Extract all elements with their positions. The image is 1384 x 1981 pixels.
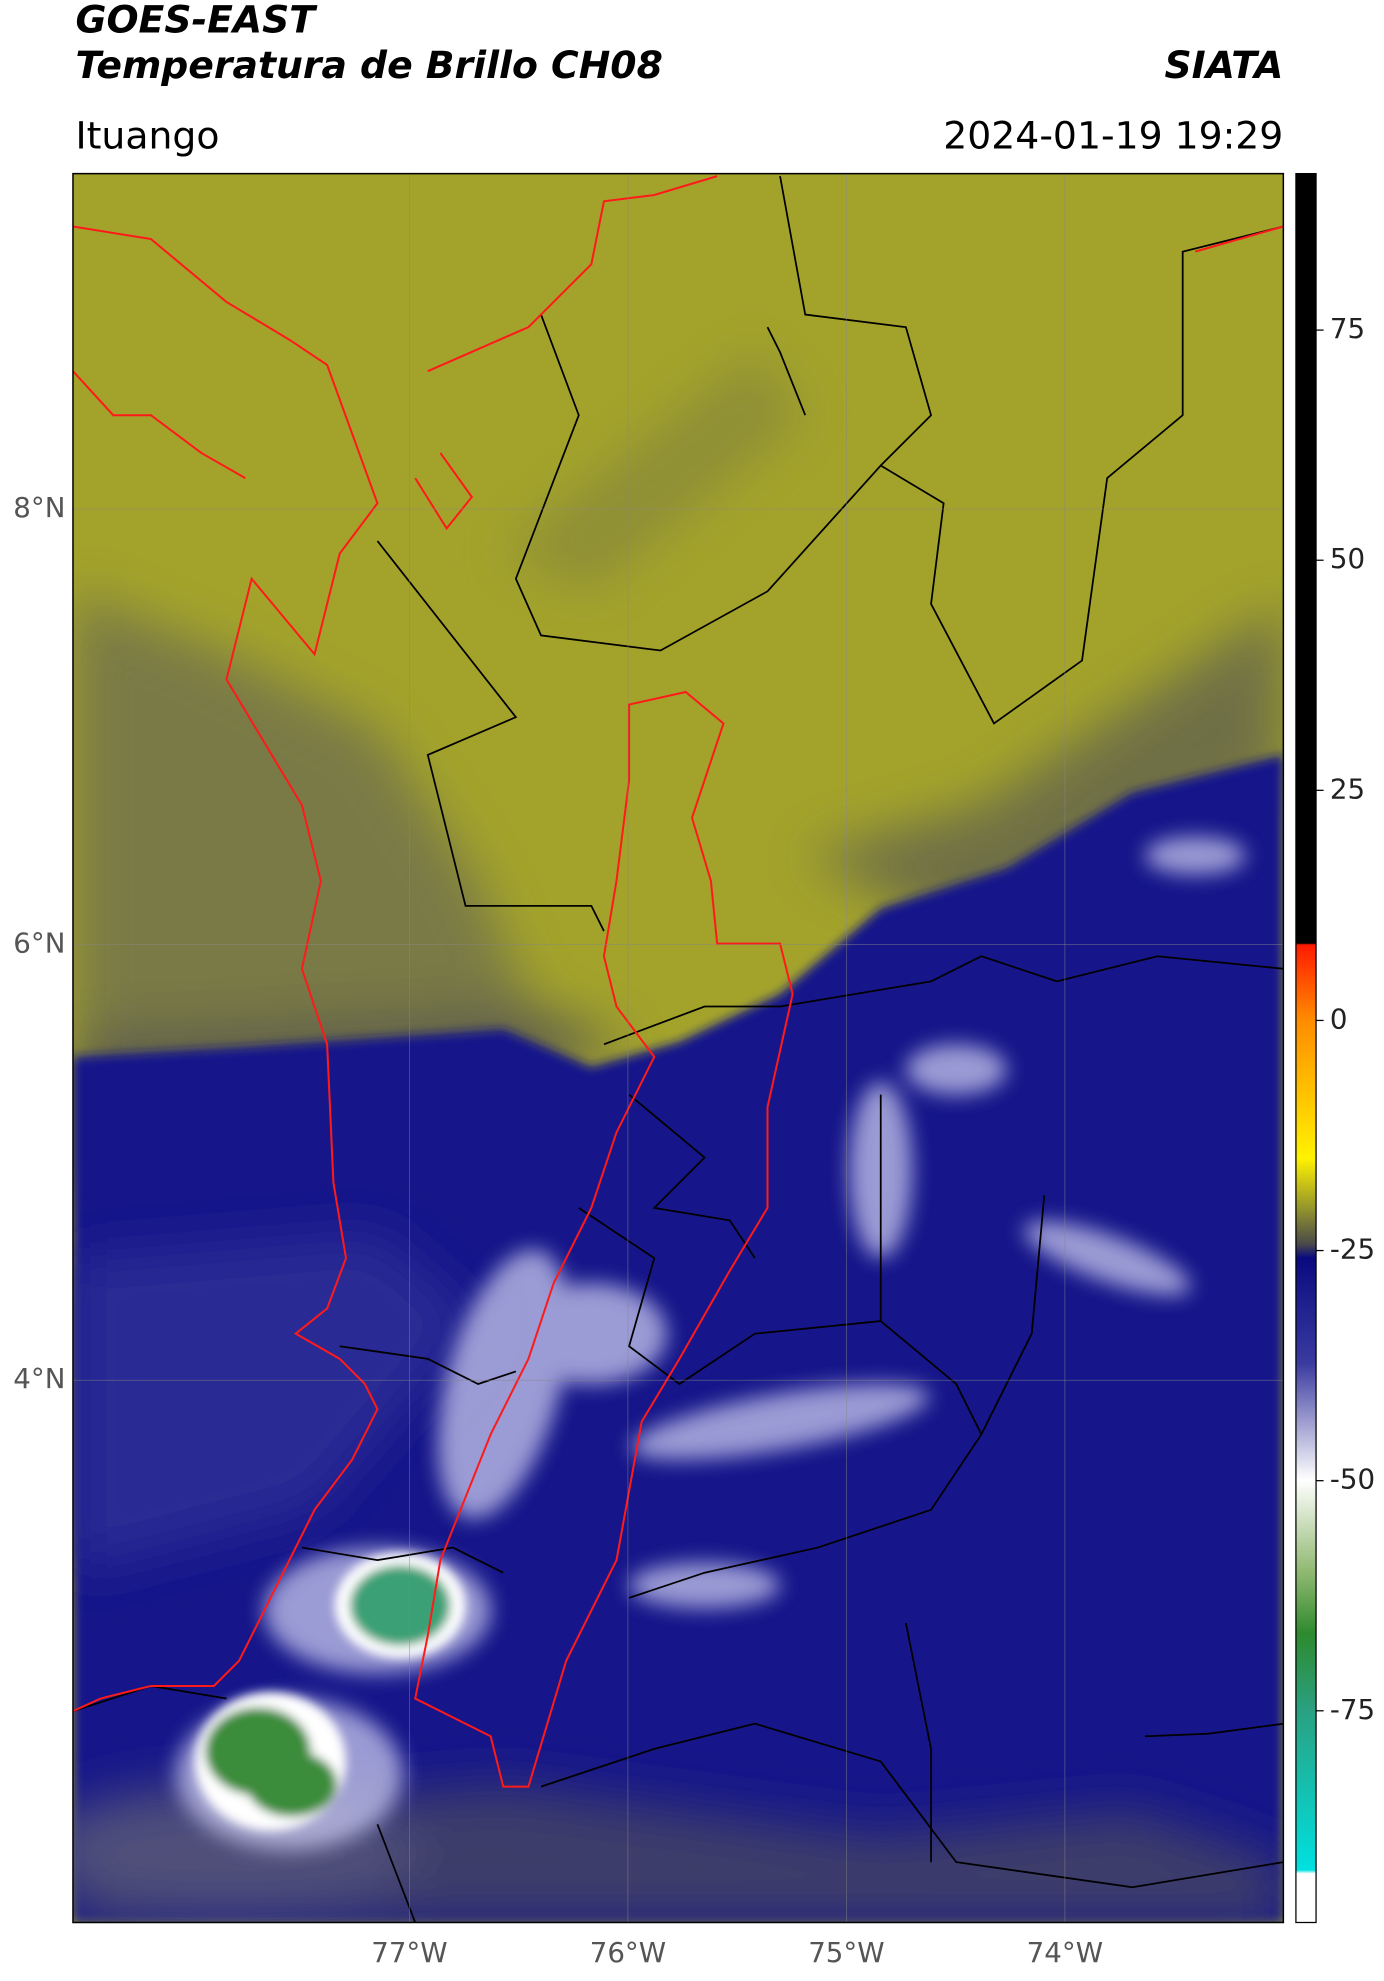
lon-tick-label: 74°W — [1027, 1936, 1103, 1969]
lon-tick-label: 75°W — [808, 1936, 884, 1969]
colorbar — [1295, 172, 1317, 1924]
colorbar-tick-label: 25 — [1330, 772, 1365, 805]
lon-tick-label: 76°W — [590, 1936, 666, 1969]
datetime: 2024-01-19 19:29 — [943, 113, 1283, 157]
satellite-image — [72, 173, 1284, 1923]
colorbar-tick-label: 50 — [1330, 542, 1365, 575]
lat-tick-label: 6°N — [13, 927, 65, 960]
location: Ituango — [75, 113, 219, 157]
colorbar-tick-label: -50 — [1330, 1463, 1375, 1496]
colorbar-tick-label: -75 — [1330, 1693, 1375, 1726]
lon-tick-label: 77°W — [371, 1936, 447, 1969]
brand: SIATA — [1165, 43, 1284, 87]
map-frame — [72, 172, 1285, 1924]
lat-tick-label: 8°N — [13, 491, 65, 524]
lat-tick-label: 4°N — [13, 1362, 65, 1395]
colorbar-tick-label: -25 — [1330, 1233, 1375, 1266]
colorbar-tick-label: 0 — [1330, 1002, 1348, 1035]
subtitle: Temperatura de Brillo CH08 — [75, 43, 662, 87]
graticule — [72, 173, 1284, 1923]
colorbar-tick-label: 75 — [1330, 312, 1365, 345]
title: GOES-EAST — [75, 0, 318, 42]
